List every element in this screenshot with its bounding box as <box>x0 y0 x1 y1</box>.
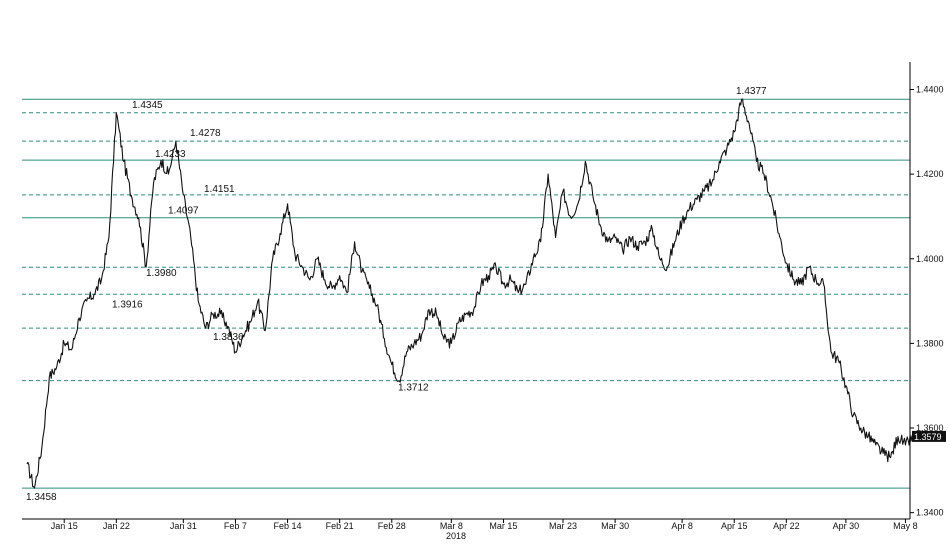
level-label: 1.4097 <box>168 206 199 217</box>
last-value-tag: 1.3579 <box>912 430 946 442</box>
y-tick-label: 1.4200 <box>916 169 944 179</box>
x-tick-label: May 8 <box>893 521 918 531</box>
level-label: 1.4278 <box>190 128 221 139</box>
y-tick-label: 1.3400 <box>916 508 944 518</box>
x-tick-label: Feb 28 <box>378 521 406 531</box>
x-tick-label: Mar 15 <box>489 521 517 531</box>
x-tick-label: Feb 14 <box>274 521 302 531</box>
x-tick-label: Mar 30 <box>601 521 629 531</box>
level-label: 1.4233 <box>155 149 186 160</box>
axes <box>22 62 911 520</box>
price-line <box>26 98 914 489</box>
level-label: 1.4377 <box>736 86 767 97</box>
level-label: 1.3836 <box>213 332 244 343</box>
level-labels: 1.4377 1.4345 1.4278 1.4233 1.4151 1.4097 1.39… <box>26 86 767 503</box>
y-axis-ticks: 1.3400 1.3600 1.3800 1.4000 1.4200 1.4400 <box>910 85 944 518</box>
last-value-label: 1.3579 <box>914 432 942 442</box>
y-tick-label: 1.4000 <box>916 254 944 264</box>
x-tick-label: Jan 15 <box>51 521 78 531</box>
x-tick-label: Apr 15 <box>721 521 748 531</box>
x-tick-label: Apr 30 <box>833 521 860 531</box>
price-series <box>26 98 914 489</box>
last-value-tag-bg <box>912 430 946 442</box>
x-tick-label: Jan 31 <box>170 521 197 531</box>
x-tick-label: Mar 8 <box>440 521 463 531</box>
level-label: 1.3712 <box>398 383 429 394</box>
level-label: 1.4151 <box>204 184 235 195</box>
level-label: 1.3980 <box>146 268 177 279</box>
x-tick-label: Feb 7 <box>224 521 247 531</box>
level-label: 1.3916 <box>112 299 143 310</box>
x-tick-label: Feb 21 <box>326 521 354 531</box>
x-tick-label: Apr 8 <box>671 521 693 531</box>
level-label: 1.3458 <box>26 492 57 503</box>
x-year-label: 2018 <box>446 531 466 541</box>
level-lines <box>22 98 910 489</box>
y-tick-label: 1.4400 <box>916 85 944 95</box>
x-tick-label: Mar 23 <box>549 521 577 531</box>
y-tick-label: 1.3600 <box>916 423 944 433</box>
x-axis-ticks: Jan 15 Jan 22 Jan 31 Feb 7 Feb 14 Feb 21 Feb 2… <box>51 519 918 531</box>
y-tick-label: 1.3800 <box>916 338 944 348</box>
x-tick-label: Apr 22 <box>773 521 800 531</box>
x-tick-label: Jan 22 <box>103 521 130 531</box>
level-label: 1.4345 <box>132 100 163 111</box>
